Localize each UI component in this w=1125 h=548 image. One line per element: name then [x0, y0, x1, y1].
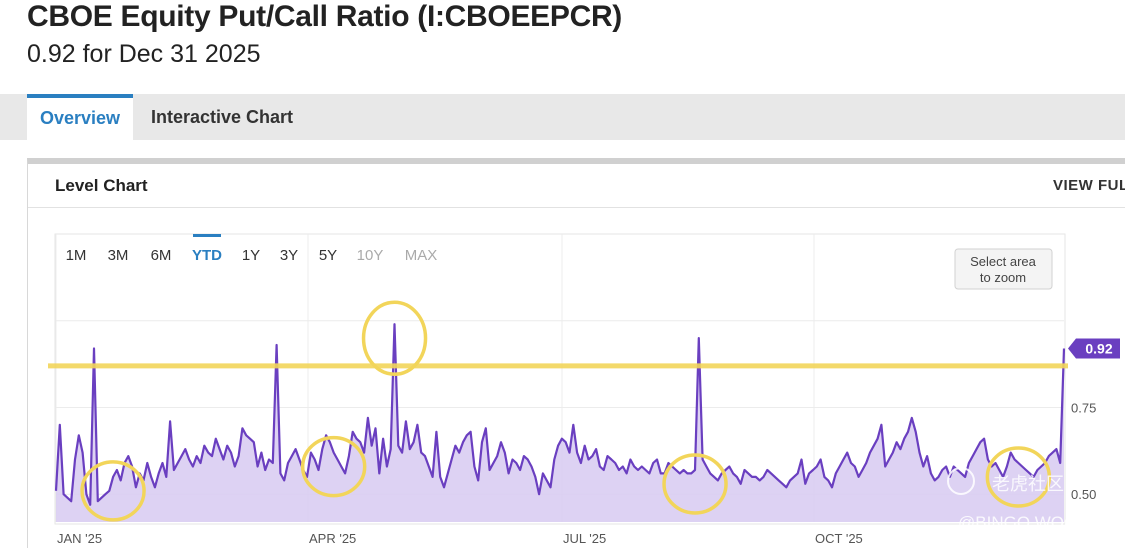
- y-axis-ticks: 0.75 0.50: [1071, 400, 1096, 502]
- highlight-circle: [300, 435, 367, 498]
- highlight-circle: [80, 460, 146, 522]
- card-title: Level Chart: [55, 176, 148, 195]
- range-button-1y[interactable]: 1Y: [242, 247, 260, 264]
- series-line: [54, 323, 1066, 506]
- range-selector: 1M 3M 6M YTD 1Y 3Y 5Y 10Y MAX: [66, 234, 438, 264]
- tab-overview[interactable]: Overview: [27, 94, 133, 140]
- view-full-link[interactable]: VIEW FULL: [1053, 177, 1125, 194]
- x-tick-label: JAN '25: [57, 531, 102, 546]
- last-value-label: 0.92: [1085, 341, 1112, 357]
- last-value-badge: [1068, 338, 1120, 359]
- watermark-logo-icon: [947, 467, 975, 495]
- x-axis-ticks: JAN '25 APR '25 JUL '25 OCT '25: [57, 531, 863, 546]
- highlight-circle: [361, 300, 428, 376]
- range-button-3m[interactable]: 3M: [108, 247, 129, 264]
- last-value-marker: 0.92: [1068, 338, 1120, 359]
- range-button-ytd[interactable]: YTD: [192, 247, 222, 264]
- y-tick-label: 0.75: [1071, 400, 1096, 415]
- tab-bar: Overview Interactive Chart: [0, 94, 1125, 140]
- range-button-5y[interactable]: 5Y: [319, 247, 337, 264]
- y-tick-label: 0.50: [1071, 487, 1096, 502]
- x-tick-label: APR '25: [309, 531, 356, 546]
- card-header: Level Chart VIEW FULL: [28, 164, 1125, 208]
- range-button-1m[interactable]: 1M: [66, 247, 87, 264]
- zoom-hint-line2: to zoom: [980, 270, 1026, 285]
- highlight-circle: [662, 453, 728, 515]
- range-button-max[interactable]: MAX: [405, 247, 438, 264]
- x-tick-label: OCT '25: [815, 531, 863, 546]
- tab-interactive-chart[interactable]: Interactive Chart: [151, 107, 294, 127]
- page-subtitle: 0.92 for Dec 31 2025: [27, 40, 261, 68]
- zoom-hint: Select area to zoom: [954, 248, 1053, 290]
- zoom-hint-line1: Select area: [970, 254, 1037, 269]
- range-button-3y[interactable]: 3Y: [280, 247, 298, 264]
- watermark-handle: @BINGO WOOD: [958, 513, 1090, 532]
- range-active-indicator: [193, 234, 221, 237]
- zoom-hint-box: [954, 248, 1053, 290]
- range-button-6m[interactable]: 6M: [151, 247, 172, 264]
- page-title: CBOE Equity Put/Call Ratio (I:CBOEEPCR): [27, 0, 622, 33]
- x-tick-label: JUL '25: [563, 531, 606, 546]
- highlight-annotations: [48, 300, 1068, 522]
- range-button-10y[interactable]: 10Y: [357, 247, 384, 264]
- series-line-path: [54, 323, 1066, 506]
- watermark-text: 老虎社区: [992, 474, 1064, 494]
- watermark: 老虎社区 @BINGO WOOD: [947, 467, 1090, 532]
- highlight-circle: [985, 446, 1052, 508]
